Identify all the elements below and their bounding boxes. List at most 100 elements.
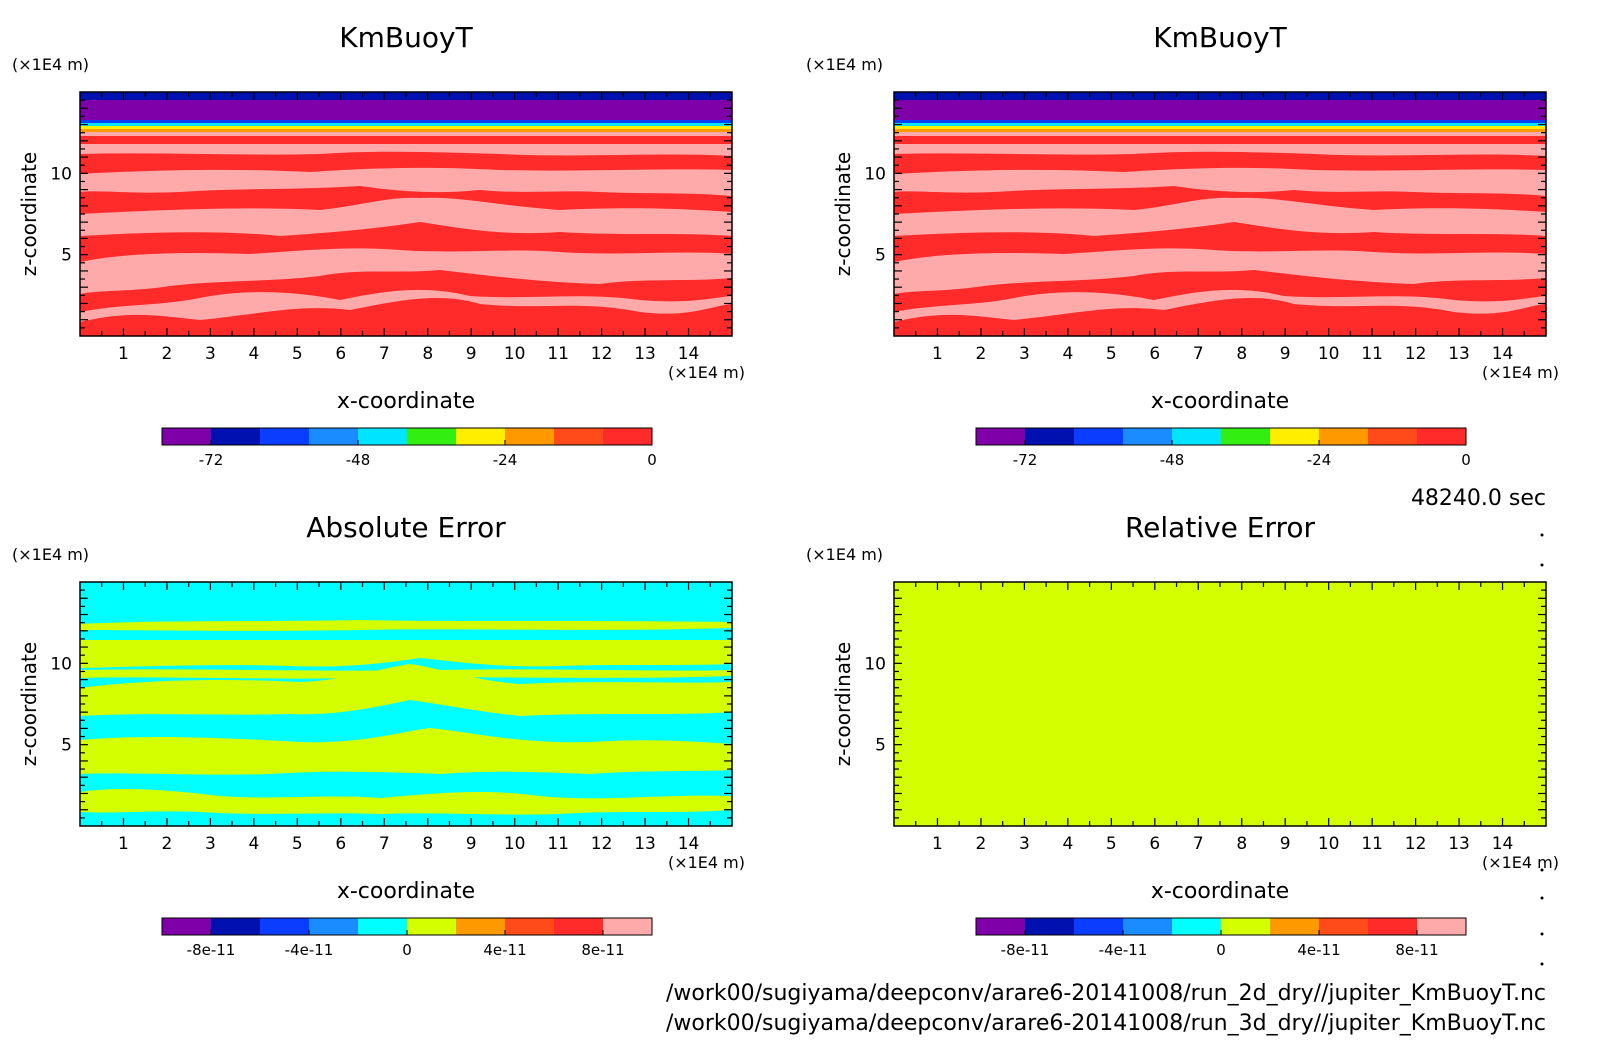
x-tick-label: 9 (1280, 344, 1291, 364)
x-tick-label: 12 (591, 834, 613, 854)
colorbar-swatch (358, 428, 408, 445)
colorbar: -8e-11 -4e-11 0 4e-11 8e-11 (161, 917, 653, 959)
y-tick-label: 5 (61, 246, 72, 266)
colorbar-label: -72 (199, 451, 224, 469)
colorbar-swatch (1123, 918, 1173, 935)
colorbar-swatch (1368, 428, 1418, 445)
colorbar-swatch (358, 918, 408, 935)
colorbar-swatch (603, 918, 653, 935)
x-tick-label: 1 (932, 344, 943, 364)
x-tick-label: 2 (162, 344, 173, 364)
yellow-green-band (80, 664, 732, 716)
y-tick-label: 10 (864, 654, 886, 674)
x-tick-label: 1 (118, 834, 129, 854)
x-tick-label: 14 (678, 834, 700, 854)
colorbar-label: 8e-11 (1395, 941, 1438, 959)
dot-mark (1540, 533, 1544, 537)
x-tick-label: 5 (1106, 834, 1117, 854)
x-tick-label: 9 (466, 344, 477, 364)
yellow-band (894, 126, 1546, 129)
x-tick-label: 5 (292, 834, 303, 854)
cyan-band (80, 123, 732, 126)
y-axis-label: z-coordinate (17, 642, 41, 766)
field-background (894, 582, 1546, 826)
colorbar-swatch (1319, 428, 1369, 445)
x-ticks: 1 2 3 4 5 6 7 8 9 10 11 12 13 14 (915, 582, 1525, 854)
colorbar-frame (161, 427, 653, 446)
x-tick-label: 10 (504, 834, 526, 854)
time-label: 48240.0 sec (1411, 486, 1546, 511)
x-tick-label: 12 (1405, 344, 1427, 364)
x-tick-label: 13 (1448, 344, 1470, 364)
y-ticks: 5 10 (50, 589, 732, 819)
x-tick-label: 2 (976, 344, 987, 364)
x-tick-label: 5 (292, 344, 303, 364)
y-unit-label: (×1E4 m) (806, 545, 883, 564)
colorbar-frame (975, 427, 1467, 446)
colorbar-swatch (976, 428, 1026, 445)
dot-mark (1540, 932, 1544, 936)
red-band (894, 297, 1546, 336)
yellow-green-band (80, 669, 732, 679)
colorbar-label: -24 (493, 451, 518, 469)
colorbar-swatch (505, 428, 555, 445)
colorbar-swatch (260, 918, 310, 935)
colorbar-swatch (1172, 918, 1222, 935)
colorbar-swatch (1270, 918, 1320, 935)
x-axis-label: x-coordinate (337, 879, 475, 904)
y-axis-label: z-coordinate (831, 152, 855, 276)
panel-title: KmBuoyT (339, 21, 473, 54)
purple-band (894, 100, 1546, 120)
colorbar-swatch (603, 428, 653, 445)
panel-title: Absolute Error (306, 511, 506, 544)
red-band (80, 151, 732, 174)
colorbar-swatch (260, 428, 310, 445)
colorbar-swatch (162, 428, 212, 445)
x-ticks: 1 2 3 4 5 6 7 8 9 10 11 12 13 14 (101, 92, 711, 364)
colorbar-swatch (162, 918, 212, 935)
colorbar-swatch (309, 428, 359, 445)
colorbar-swatch (211, 428, 261, 445)
yellow-band (80, 126, 732, 129)
colorbar-swatch (1417, 918, 1467, 935)
purple-band (80, 100, 732, 120)
x-tick-label: 1 (932, 834, 943, 854)
x-tick-label: 12 (591, 344, 613, 364)
red-band (80, 297, 732, 336)
colorbar-label: -24 (1307, 451, 1332, 469)
yellow-green-band (80, 620, 732, 631)
red-band (80, 270, 732, 312)
x-ticks: 1 2 3 4 5 6 7 8 9 10 11 12 13 14 (915, 92, 1525, 364)
panel-title: Relative Error (1125, 511, 1316, 544)
x-tick-label: 5 (1106, 344, 1117, 364)
orange-band (80, 129, 732, 132)
x-tick-label: 8 (1236, 834, 1247, 854)
x-tick-label: 9 (1280, 834, 1291, 854)
blue-band (894, 120, 1546, 123)
x-tick-label: 7 (1193, 344, 1204, 364)
heatmap-field (80, 92, 732, 336)
colorbar-swatch (1025, 918, 1075, 935)
x-tick-label: 14 (1492, 834, 1514, 854)
x-tick-label: 2 (162, 834, 173, 854)
x-tick-label: 8 (422, 344, 433, 364)
x-tick-label: 4 (248, 834, 259, 854)
x-axis-label: x-coordinate (1151, 879, 1289, 904)
panel-kmbuoyt-2d: KmBuoyT (×1E4 m) 1 2 3 4 5 6 7 8 9 10 11 12 13 14 510… (12, 21, 745, 469)
x-tick-label: 14 (678, 344, 700, 364)
x-tick-label: 10 (1318, 344, 1340, 364)
colorbar-label: 0 (1461, 451, 1471, 469)
x-tick-label: 3 (1019, 344, 1030, 364)
x-axis-label: x-coordinate (1151, 389, 1289, 414)
colorbar-label: -8e-11 (1001, 941, 1050, 959)
y-unit-label: (×1E4 m) (806, 55, 883, 74)
x-tick-label: 8 (422, 834, 433, 854)
colorbar-swatch (1221, 918, 1271, 935)
x-tick-label: 4 (1062, 344, 1073, 364)
y-unit-label: (×1E4 m) (12, 545, 89, 564)
y-ticks: 5 10 (50, 99, 732, 329)
panel-kmbuoyt-3d: KmBuoyT (×1E4 m) 1 2 3 4 5 6 7 8 9 10 11 12 13 14 510… (806, 21, 1559, 469)
red-band (894, 270, 1546, 312)
colorbar-swatch (1074, 428, 1124, 445)
